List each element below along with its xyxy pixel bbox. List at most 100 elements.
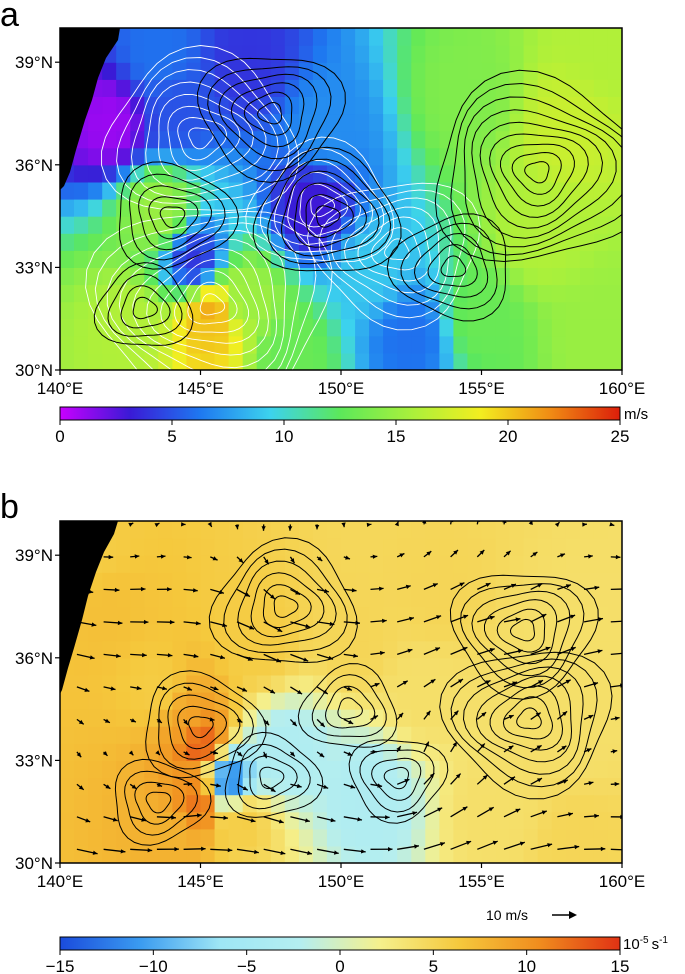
field-cell: [74, 318, 89, 337]
field-cell: [523, 760, 539, 779]
field-cell: [74, 845, 89, 863]
field-cell: [439, 62, 455, 80]
wind-vector-head: [328, 655, 334, 660]
field-cell: [102, 589, 117, 608]
contour-line: [85, 210, 333, 370]
field-cell: [130, 233, 145, 251]
field-cell: [341, 301, 356, 320]
field-cell: [369, 301, 384, 320]
field-cell: [228, 709, 244, 727]
field-cell: [172, 79, 188, 97]
wind-vector-head: [440, 842, 445, 847]
contour-line: [196, 57, 346, 183]
field-cell: [200, 623, 216, 642]
field-cell: [60, 335, 75, 354]
field-cell: [186, 845, 202, 863]
field-cell: [523, 250, 539, 268]
field-cell: [509, 845, 525, 863]
field-cell: [579, 760, 595, 779]
field-cell: [102, 828, 117, 847]
field-cell: [495, 845, 511, 863]
field-cell: [88, 726, 103, 744]
field-cell: [144, 674, 159, 693]
field-cell: [495, 674, 511, 693]
field-cell: [88, 130, 103, 149]
panel-b-vector-scale-label: 10 m/s: [486, 907, 528, 923]
field-cell: [242, 250, 258, 268]
wind-vector-head: [102, 751, 108, 756]
field-cell: [214, 335, 230, 354]
field-cell: [88, 828, 103, 847]
field-cell: [565, 250, 581, 268]
field-cell: [144, 284, 159, 303]
field-cell: [579, 828, 595, 847]
wind-vector-head: [91, 622, 97, 627]
field-cell: [425, 79, 440, 97]
field-cell: [116, 743, 131, 761]
wind-vector-head: [314, 524, 320, 530]
wind-vector-head: [262, 753, 267, 759]
field-cell: [341, 352, 356, 370]
field-cell: [467, 147, 483, 166]
field-cell: [551, 250, 567, 268]
field-cell: [467, 28, 483, 46]
y-tick-label: 36°N: [15, 156, 53, 175]
contour-line: [439, 651, 613, 800]
field-cell: [312, 828, 328, 847]
wind-vector-head: [323, 784, 329, 789]
field-cell: [509, 640, 525, 659]
field-cell: [60, 199, 75, 217]
field-cell: [537, 318, 553, 337]
field-cell: [88, 794, 103, 813]
field-cell: [523, 147, 539, 166]
field-cell: [509, 352, 525, 370]
field-cell: [341, 538, 356, 556]
field-cell: [214, 743, 230, 761]
field-cell: [509, 28, 525, 46]
field-cell: [565, 318, 581, 337]
field-cell: [537, 572, 553, 590]
field-cell: [397, 845, 412, 863]
field-cell: [481, 45, 497, 63]
wind-vector-head: [280, 850, 286, 855]
field-cell: [130, 709, 145, 727]
field-cell: [565, 794, 581, 813]
field-cell: [172, 335, 188, 354]
field-cell: [607, 828, 622, 847]
field-cell: [228, 216, 244, 234]
wind-vector-head: [220, 655, 225, 660]
field-cell: [88, 709, 103, 727]
field-cell: [369, 811, 384, 830]
field-cell: [425, 657, 440, 676]
wind-vector-head: [292, 721, 297, 727]
field-cell: [495, 657, 511, 676]
wind-vector-head: [373, 715, 378, 720]
field-cell: [355, 674, 370, 693]
wind-vector-head: [459, 582, 465, 587]
field-cell: [298, 640, 314, 659]
field-cell: [228, 640, 244, 659]
field-cell: [383, 96, 398, 115]
field-cell: [565, 335, 581, 354]
field-cell: [158, 555, 173, 573]
field-cell: [425, 267, 440, 286]
wind-vector-head: [537, 583, 543, 588]
field-cell: [116, 62, 131, 80]
contour-line: [413, 232, 489, 298]
field-cell: [467, 760, 483, 779]
wind-vector-head: [588, 715, 594, 719]
field-cell: [242, 147, 258, 166]
field-cell: [369, 267, 384, 286]
field-cell: [579, 555, 595, 573]
field-cell: [425, 96, 440, 115]
wind-vector-head: [296, 783, 302, 789]
field-cell: [214, 589, 230, 608]
wind-vector-head: [237, 718, 243, 723]
wind-vector-head: [429, 773, 435, 778]
field-cell: [593, 657, 609, 676]
wind-vector-head: [561, 745, 567, 751]
contour-line: [188, 716, 214, 739]
field-cell: [284, 267, 300, 286]
field-cell: [172, 250, 188, 268]
field-cell: [565, 199, 581, 217]
